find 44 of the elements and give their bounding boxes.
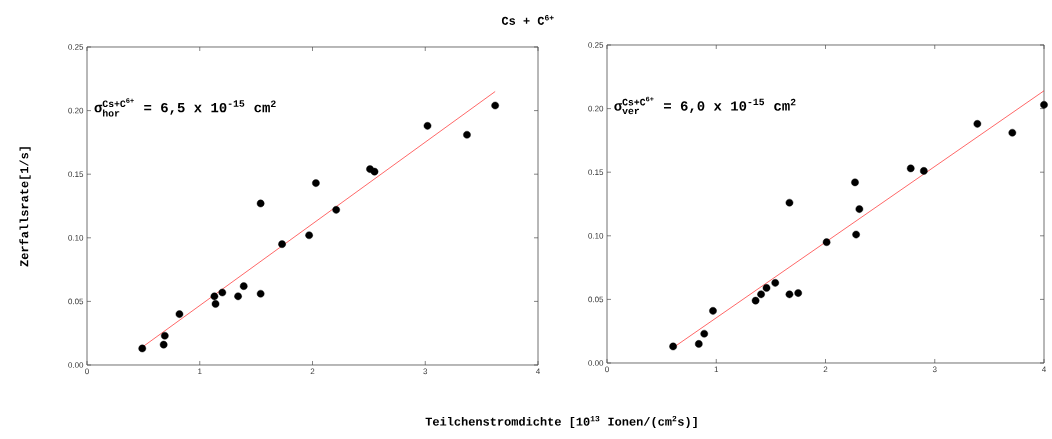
point [463,130,471,139]
point [785,290,794,299]
point [161,331,169,340]
x-axis-title: Teilchenstromdichte [10$^{13}$ Ionen/(cm$^{2}$s)] [425,415,697,429]
point [822,238,831,246]
y-axis-title: Zerfallsrate[1/s] [19,147,31,267]
point [332,206,340,214]
point [210,292,219,301]
point [256,199,265,208]
point [278,240,286,248]
point [852,230,860,239]
point [239,282,248,290]
point [138,344,147,353]
point [159,340,168,349]
point [700,329,709,338]
point [906,164,915,173]
point [370,167,379,176]
point [851,178,859,187]
point [771,279,780,287]
point [757,290,765,299]
annotation: $\text{σ}^{\text{Cs+C}^{\text{6+}}}_{\text{ver}}\text{ = 6,0 x 10}^{\text{-15}}\text{ cm}^{\text{2}}$ [614,96,796,115]
point [973,120,982,128]
point [785,198,794,207]
point [1008,128,1017,137]
point [709,307,717,315]
point [256,289,265,298]
point [218,288,227,297]
point [211,300,220,308]
point [423,122,432,130]
point [762,284,771,292]
point [175,310,184,318]
point [694,340,703,348]
point [669,342,677,351]
point [491,101,499,110]
point [1040,100,1048,109]
point [234,292,242,301]
point [305,231,313,240]
point [920,167,928,175]
point [855,205,864,213]
point [751,296,760,305]
point [794,289,802,297]
annotation: $\text{σ}^{\text{Cs+C}^{\text{6+}}}_{\text{hor}}\text{ = 6,5 x 10}^{\text{-15}}\text{ cm}^{\text{2}}$ [94,98,276,117]
chart-title: Cs + C$^{6+}$ [501,15,554,25]
point [312,179,320,187]
